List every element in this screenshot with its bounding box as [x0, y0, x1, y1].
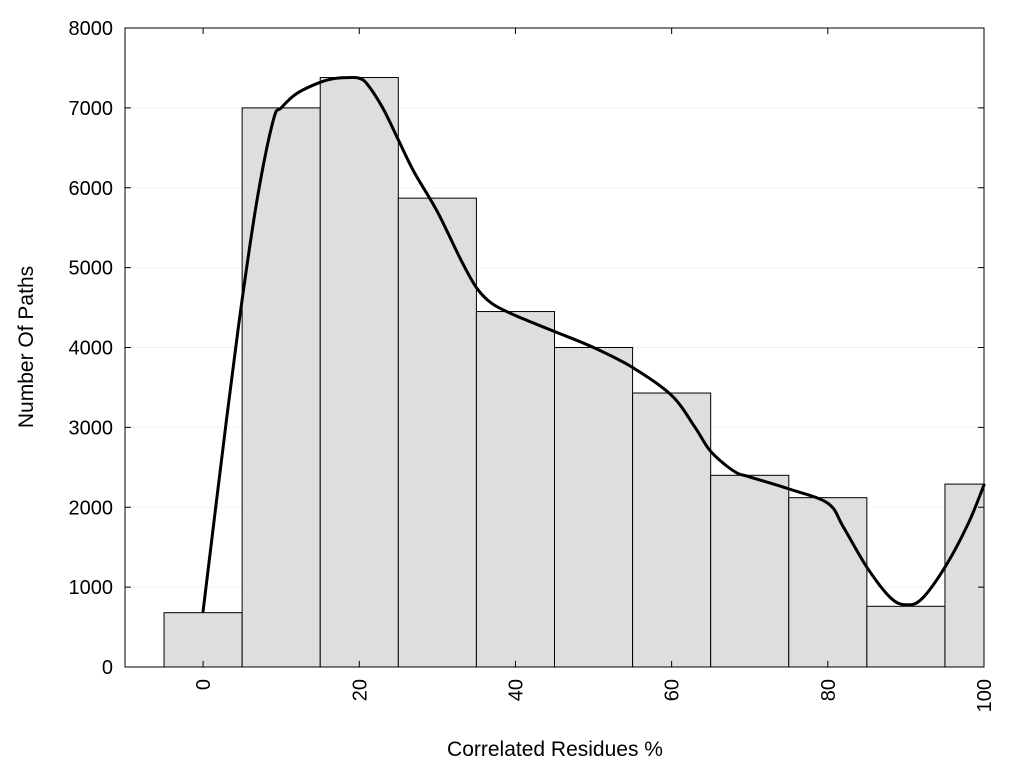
y-tick-label: 4000	[69, 338, 114, 360]
bar	[866, 605, 946, 668]
bar-layer	[163, 77, 985, 668]
y-axis-label: Number Of Paths	[15, 266, 38, 428]
y-tick-label: 6000	[69, 178, 114, 200]
bar	[163, 612, 243, 668]
bar	[710, 474, 790, 668]
trend-line-layer	[201, 75, 986, 613]
y-tick-label: 2000	[69, 497, 114, 519]
y-tick-label: 5000	[69, 258, 114, 280]
bar	[944, 483, 985, 668]
bar	[319, 77, 399, 668]
x-tick-label: 80	[818, 679, 840, 701]
x-axis-label: Correlated Residues %	[447, 738, 663, 761]
y-tick-label: 8000	[69, 18, 114, 40]
x-tick-label: 40	[505, 679, 527, 701]
bar	[632, 392, 712, 668]
bar	[788, 497, 868, 668]
x-tick-label: 60	[662, 679, 684, 701]
y-tick-label: 0	[102, 657, 113, 679]
y-axis: 0 1000 2000 3000 4000 5000 6000 7000 8000	[69, 18, 984, 679]
bar	[241, 107, 321, 668]
trend-line	[201, 75, 986, 613]
bar	[397, 197, 477, 668]
x-tick-label: 100	[974, 679, 996, 712]
bar	[554, 347, 634, 668]
bar	[475, 311, 555, 668]
y-tick-label: 1000	[69, 577, 114, 599]
x-axis: 0 20 40 60 80 100	[193, 28, 996, 712]
y-tick-label: 7000	[69, 98, 114, 120]
y-tick-label: 3000	[69, 417, 114, 439]
x-tick-label: 20	[349, 679, 371, 701]
x-tick-label: 0	[193, 679, 215, 690]
